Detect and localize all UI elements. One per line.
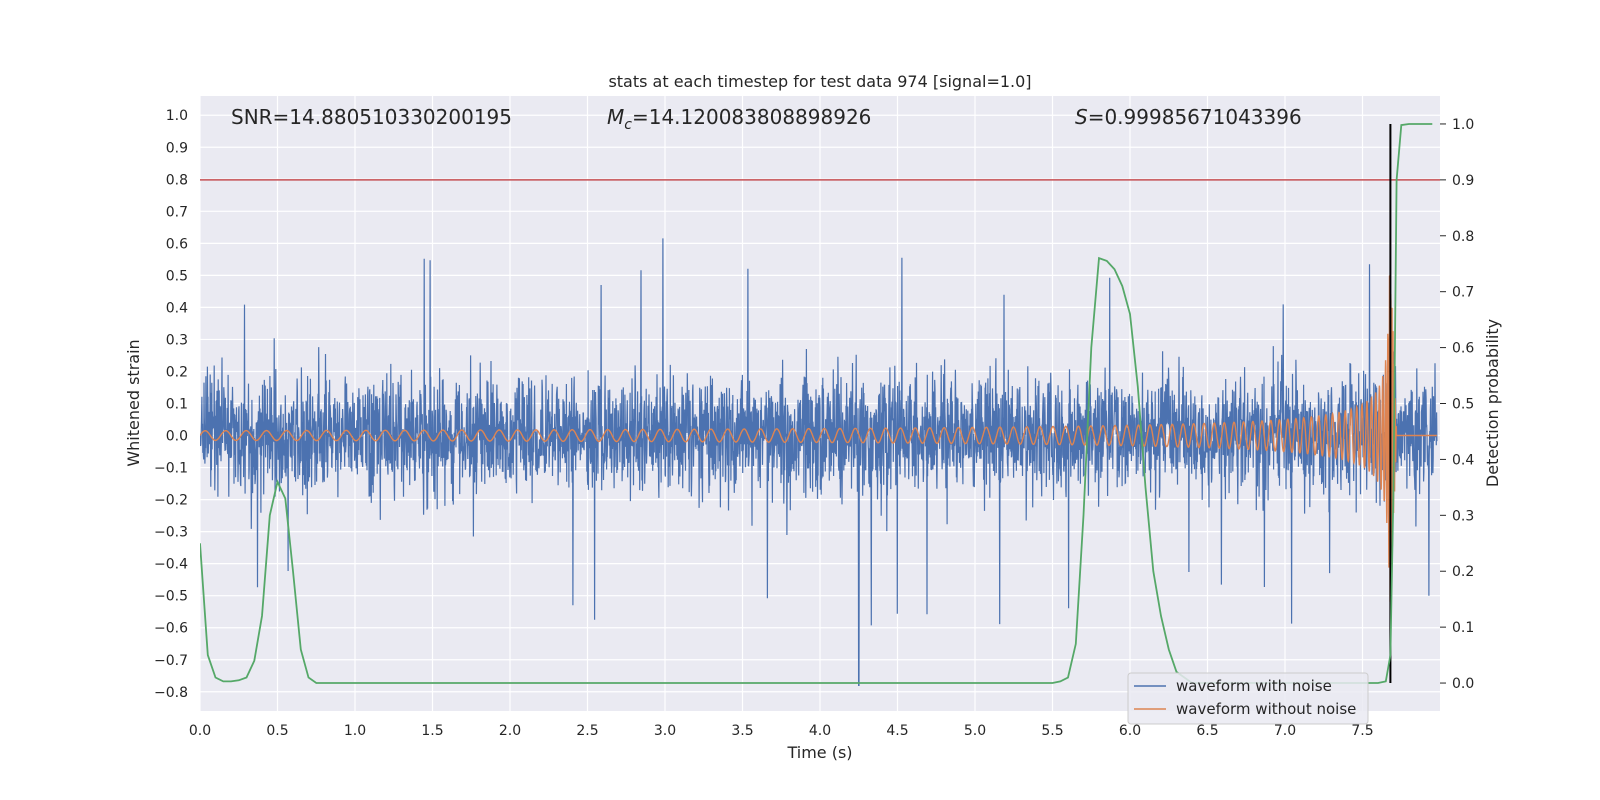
y-axis-label: Whitened strain [124, 339, 143, 466]
y-tick-label: 0.6 [166, 236, 188, 252]
y-tick-label: −0.1 [154, 461, 188, 477]
x-tick-label: 6.5 [1196, 723, 1218, 739]
x-tick-label: 7.5 [1351, 723, 1373, 739]
y2-tick-label: 0.4 [1452, 452, 1474, 468]
x-tick-label: 5.0 [964, 723, 986, 739]
x-tick-label: 1.5 [421, 723, 443, 739]
legend-label-clean: waveform without noise [1176, 700, 1356, 718]
legend-label-noise: waveform with noise [1176, 677, 1332, 695]
x-axis-label: Time (s) [786, 743, 852, 762]
y-tick-label: 0.7 [166, 204, 188, 220]
y2-tick-label: 0.1 [1452, 620, 1474, 636]
y-tick-label: −0.7 [154, 653, 188, 669]
y2-tick-label: 0.0 [1452, 676, 1474, 692]
y-tick-label: 0.9 [166, 140, 188, 156]
series-detection-probability [200, 123, 1433, 684]
x-axis-ticks: 0.0 0.5 1.0 1.5 2.0 2.5 3.0 3.5 4.0 4.5 5.0 5.5 6.0 6… [189, 723, 1374, 739]
chirp-mass-annotation: Mc=14.120083808898926 [607, 105, 871, 133]
x-tick-label: 3.0 [654, 723, 676, 739]
x-tick-label: 0.0 [189, 723, 211, 739]
chart-title: stats at each timestep for test data 974… [608, 72, 1031, 91]
y2-tick-label: 0.7 [1452, 285, 1474, 301]
y-tick-label: 0.2 [166, 364, 188, 380]
y2-axis-ticks: 0.0 0.1 0.2 0.3 0.4 0.5 0.6 0.7 0.8 0.9 1.0 [1440, 117, 1474, 692]
y-tick-label: −0.3 [154, 525, 188, 541]
legend: waveform with noise waveform without noi… [1127, 672, 1369, 725]
legend-box [1127, 672, 1369, 725]
x-tick-label: 5.5 [1041, 723, 1063, 739]
y2-axis-label: Detection probability [1483, 319, 1502, 487]
y-tick-label: −0.8 [154, 685, 188, 701]
y-axis-ticks: −0.8 −0.7 −0.6 −0.5 −0.4 −0.3 −0.2 −0.1 0.0 0.1 0.… [154, 108, 188, 701]
series-waveform-without-noise [200, 275, 1437, 602]
x-tick-label: 7.0 [1274, 723, 1296, 739]
x-tick-label: 3.5 [731, 723, 753, 739]
y-tick-label: 0.3 [166, 332, 188, 348]
y-tick-label: 0.0 [166, 429, 188, 445]
y-tick-label: −0.6 [154, 621, 188, 637]
y2-tick-label: 0.2 [1452, 564, 1474, 580]
y-tick-label: 1.0 [166, 108, 188, 124]
y2-tick-label: 0.3 [1452, 508, 1474, 524]
y-tick-label: 0.8 [166, 172, 188, 188]
y-tick-label: 0.4 [166, 300, 188, 316]
x-tick-label: 2.5 [576, 723, 598, 739]
y-tick-label: 0.5 [166, 268, 188, 284]
y-tick-label: 0.1 [166, 397, 188, 413]
y-tick-label: −0.4 [154, 557, 188, 573]
x-tick-label: 4.0 [809, 723, 831, 739]
y2-tick-label: 0.6 [1452, 341, 1474, 357]
x-tick-label: 1.0 [344, 723, 366, 739]
x-tick-label: 2.0 [499, 723, 521, 739]
y-tick-label: −0.5 [154, 589, 188, 605]
snr-annotation: SNR=14.880510330200195 [231, 105, 512, 129]
y2-tick-label: 1.0 [1452, 117, 1474, 133]
y-tick-label: −0.2 [154, 493, 188, 509]
y2-tick-label: 0.9 [1452, 173, 1474, 189]
y2-tick-label: 0.8 [1452, 229, 1474, 245]
x-tick-label: 6.0 [1119, 723, 1141, 739]
y2-tick-label: 0.5 [1452, 397, 1474, 413]
x-tick-label: 4.5 [886, 723, 908, 739]
score-annotation: S=0.99985671043396 [1075, 105, 1302, 129]
x-tick-label: 0.5 [266, 723, 288, 739]
